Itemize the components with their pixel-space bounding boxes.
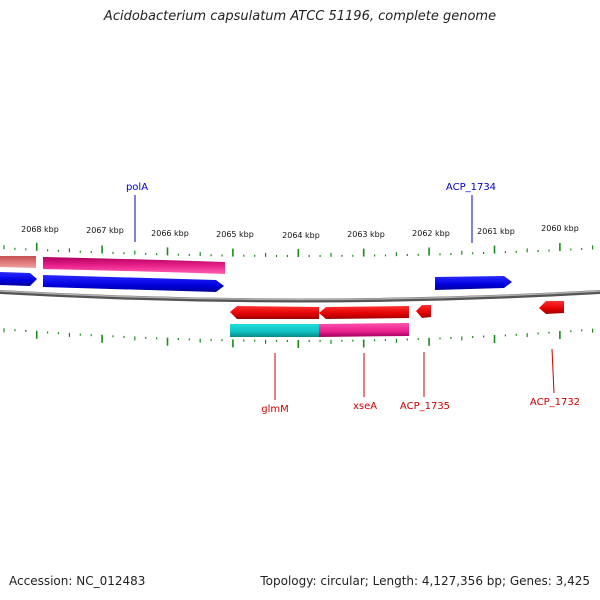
- scale-label-2061: 2061 kbp: [477, 227, 515, 236]
- ACP_1732-gene[interactable]: [539, 301, 564, 314]
- scale-label-2063: 2063 kbp: [347, 230, 385, 239]
- ACP_1732-label[interactable]: ACP_1732: [530, 397, 580, 408]
- xseA-gene[interactable]: [319, 306, 409, 319]
- topology-summary: Topology: circular; Length: 4,127,356 bp…: [260, 574, 590, 588]
- map-title: Acidobacterium capsulatum ATCC 51196, co…: [103, 9, 497, 24]
- ACP_1734-label[interactable]: ACP_1734: [446, 182, 496, 193]
- scale-label-2066: 2066 kbp: [151, 229, 189, 238]
- scale-label-2060: 2060 kbp: [541, 224, 579, 233]
- scale-label-2068: 2068 kbp: [21, 225, 59, 234]
- genome-backbone-highlight: [0, 290, 600, 301]
- ACP_1735-gene[interactable]: [416, 305, 431, 318]
- scale-label-2065: 2065 kbp: [216, 230, 254, 239]
- xseA-label[interactable]: xseA: [353, 401, 377, 412]
- genome-backbone: [0, 290, 600, 303]
- salmon-feature[interactable]: [0, 256, 36, 268]
- scale-label-2067: 2067 kbp: [86, 226, 124, 235]
- scale-label-2064: 2064 kbp: [282, 231, 320, 240]
- glmM-gene[interactable]: [230, 306, 319, 319]
- kbp-scale: 2068 kbp 2067 kbp 2066 kbp 2065 kbp 2064…: [21, 224, 579, 240]
- polA-label[interactable]: polA: [126, 182, 148, 193]
- glmM-label[interactable]: glmM: [261, 404, 289, 415]
- polA-gene[interactable]: [43, 275, 224, 292]
- cyan-feature[interactable]: [230, 324, 319, 337]
- ACP_1734-gene[interactable]: [435, 276, 512, 290]
- pink-feature-upper[interactable]: [43, 257, 225, 274]
- ACP_1735-label[interactable]: ACP_1735: [400, 401, 450, 412]
- forward-gene-left[interactable]: [0, 272, 37, 286]
- outer-tick-track: [3, 242, 594, 257]
- accession-text: Accession: NC_012483: [9, 574, 146, 588]
- inner-tick-track: [3, 328, 594, 348]
- scale-label-2062: 2062 kbp: [412, 229, 450, 238]
- ACP_1732-leader: [551, 348, 555, 394]
- pink-feature-lower[interactable]: [319, 323, 409, 337]
